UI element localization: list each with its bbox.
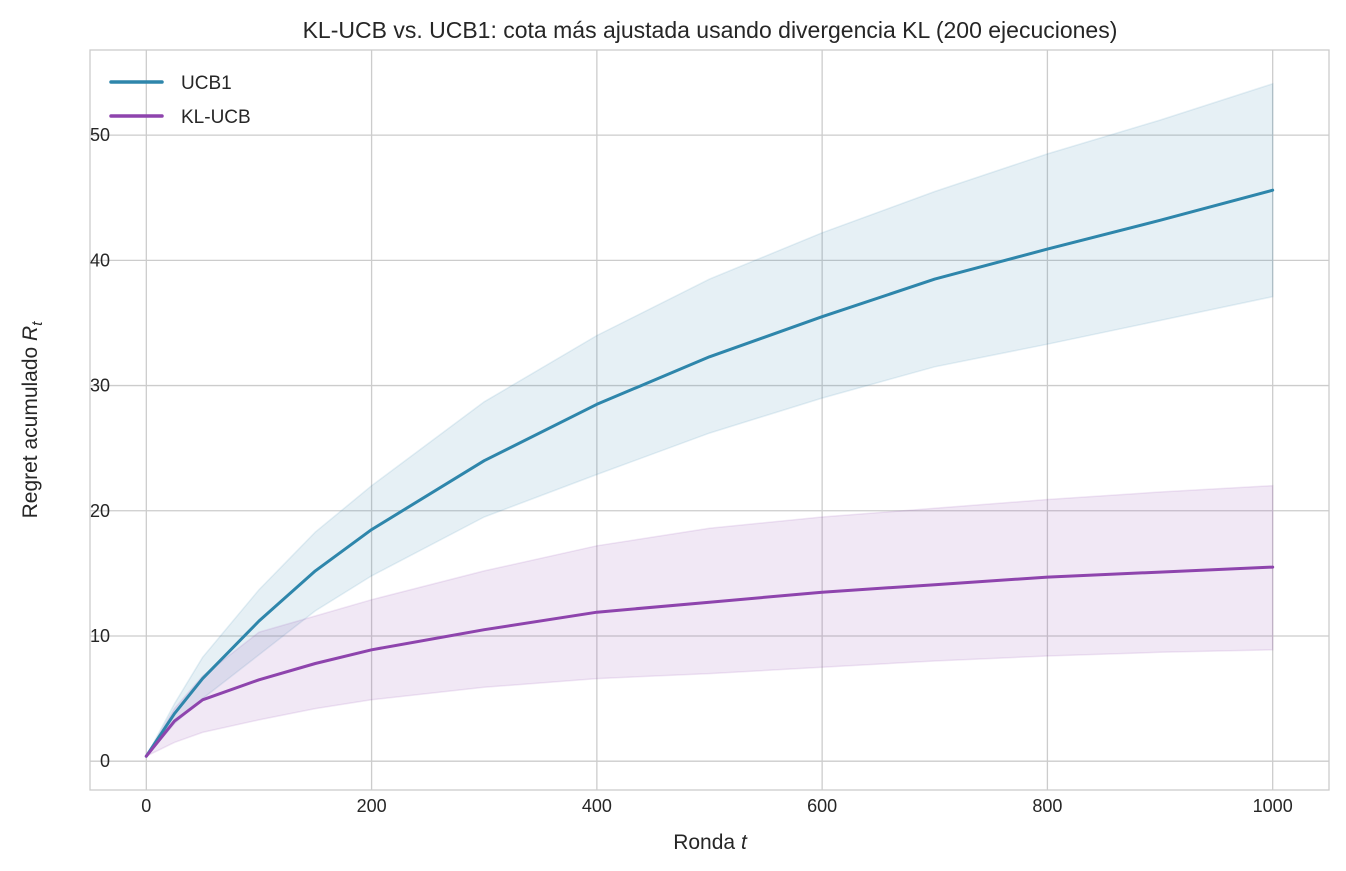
x-tick-label: 1000 [1253, 796, 1293, 816]
y-tick-label: 20 [90, 501, 110, 521]
band-kl-ucb [144, 484, 1274, 758]
chart-title: KL-UCB vs. UCB1: cota más ajustada usand… [303, 17, 1118, 43]
y-tick-label: 10 [90, 626, 110, 646]
x-tick-labels: 0 200 400 600 800 1000 [141, 796, 1292, 816]
grid [90, 50, 1329, 790]
y-axis-label: Regret acumulado Rt [19, 321, 46, 519]
x-tick-label: 600 [807, 796, 837, 816]
series-lines [144, 188, 1275, 758]
legend: UCB1 KL-UCB [109, 73, 251, 128]
x-tick-label: 200 [357, 796, 387, 816]
x-axis-label: Ronda t [673, 831, 748, 854]
confidence-bands [144, 82, 1274, 758]
line-kl-ucb [144, 565, 1275, 758]
plot-frame [89, 49, 1330, 791]
y-tick-label: 50 [90, 125, 110, 145]
legend-label: UCB1 [181, 73, 232, 94]
y-tick-label: 0 [100, 751, 110, 771]
line-ucb1 [144, 188, 1275, 758]
y-tick-labels: 0 10 20 30 40 50 [90, 125, 110, 771]
y-tick-label: 40 [90, 250, 110, 270]
legend-label: KL-UCB [181, 107, 251, 128]
x-tick-label: 0 [141, 796, 151, 816]
y-tick-label: 30 [90, 376, 110, 396]
x-tick-label: 800 [1032, 796, 1062, 816]
x-tick-label: 400 [582, 796, 612, 816]
